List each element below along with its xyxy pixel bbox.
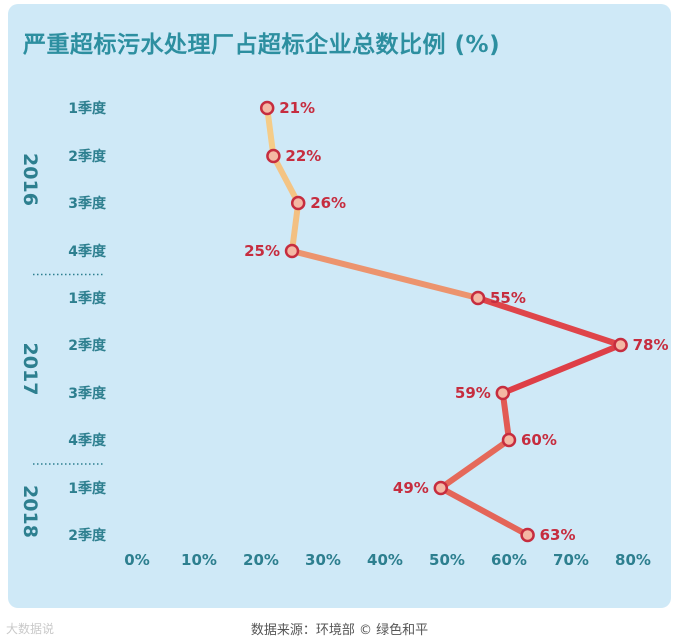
year-label: 2018 [19, 485, 41, 538]
data-label: 55% [490, 289, 526, 307]
x-tick-label: 10% [181, 551, 217, 569]
data-label: 60% [521, 431, 557, 449]
x-tick-label: 40% [367, 551, 403, 569]
series-line-segment [499, 390, 512, 443]
data-point [613, 337, 628, 353]
x-tick-label: 70% [553, 551, 589, 569]
series-line-segment [437, 485, 531, 538]
x-tick-label: 20% [243, 551, 279, 569]
series-line-segment [437, 437, 512, 491]
category-label: 2季度 [68, 527, 107, 544]
data-point [501, 432, 517, 448]
data-point [470, 290, 486, 306]
data-point [520, 527, 535, 543]
data-label: 21% [279, 99, 315, 117]
series-line-segment [270, 153, 302, 206]
category-label: 2季度 [68, 148, 107, 165]
data-point [290, 195, 306, 211]
category-label: 1季度 [68, 290, 107, 307]
year-label: 2016 [19, 153, 41, 206]
x-tick-label: 30% [305, 551, 341, 569]
series-line-segment [475, 295, 624, 348]
data-label: 25% [244, 242, 280, 260]
x-tick-label: 50% [429, 551, 465, 569]
source-credit: 数据来源：环境部 © 绿色和平 [250, 623, 429, 638]
year-label: 2017 [19, 343, 41, 396]
data-point [433, 480, 449, 496]
category-label: 1季度 [68, 100, 107, 117]
category-label: 3季度 [68, 195, 107, 212]
data-label: 63% [540, 526, 576, 544]
data-label: 22% [285, 147, 321, 165]
category-label: 3季度 [68, 385, 107, 402]
series-line-segment [499, 342, 624, 396]
category-label: 4季度 [68, 243, 107, 260]
chart-card [8, 4, 671, 608]
x-tick-label: 80% [615, 551, 651, 569]
watermark-logo: 大数据说 [6, 622, 55, 636]
x-tick-label: 60% [491, 551, 527, 569]
series-line-segment [289, 248, 481, 301]
data-point [259, 100, 275, 116]
data-label: 49% [393, 479, 429, 497]
category-label: 1季度 [68, 480, 107, 497]
data-label: 78% [633, 336, 669, 354]
data-point [284, 243, 300, 259]
series-line-segment [264, 105, 277, 159]
data-point [266, 148, 281, 164]
series-line-segment [289, 200, 302, 254]
category-label: 4季度 [68, 432, 107, 449]
data-point [495, 385, 511, 401]
x-tick-label: 0% [124, 551, 149, 569]
category-label: 2季度 [68, 337, 107, 354]
data-label: 26% [310, 194, 346, 212]
data-label: 59% [455, 384, 491, 402]
chart-title: 严重超标污水处理厂占超标企业总数比例 (%) [23, 32, 501, 58]
